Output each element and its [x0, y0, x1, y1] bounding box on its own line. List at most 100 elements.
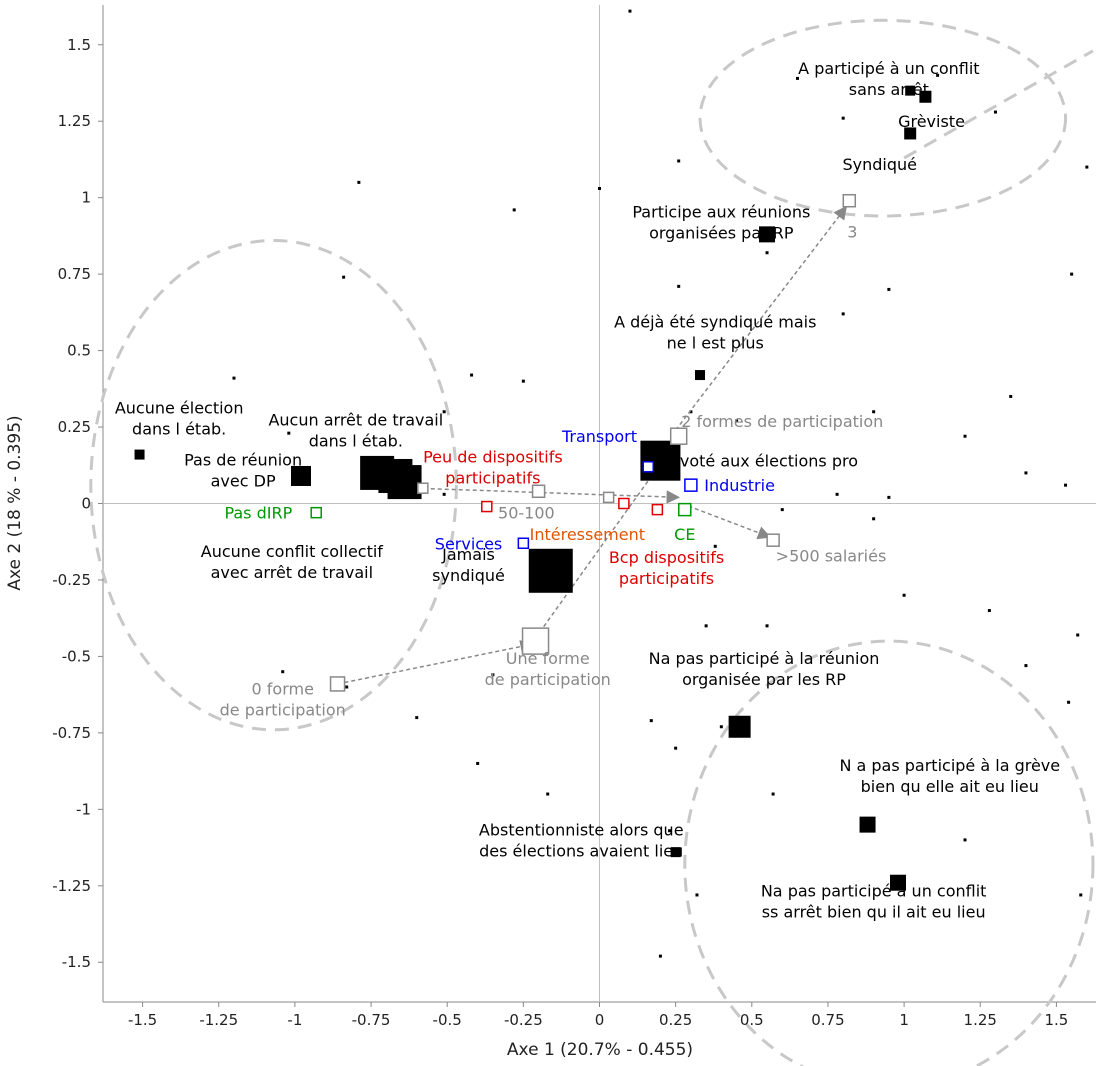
point-label: 3	[847, 222, 857, 241]
minor-point	[658, 954, 662, 958]
point-label: >500 salariés	[776, 546, 887, 565]
minor-point	[1064, 483, 1068, 487]
point-label: Peu de dispositifs participatifs	[423, 447, 563, 487]
y-tick-label: 1	[81, 189, 91, 207]
cluster-circle	[683, 639, 1095, 1066]
minor-point	[872, 517, 876, 521]
minor-point	[357, 180, 361, 184]
point-label: Pas dIRP	[224, 503, 292, 522]
point-marker	[766, 533, 780, 547]
minor-point	[628, 9, 632, 13]
point-marker	[481, 500, 493, 513]
minor-point	[735, 419, 739, 423]
point-marker	[531, 484, 546, 499]
minor-point	[476, 761, 480, 765]
minor-point	[987, 609, 991, 613]
y-tick-label: -1.25	[52, 877, 91, 895]
point-marker	[890, 874, 907, 891]
point-label: A voté aux élections pro	[664, 451, 858, 470]
x-tick-label: -0.5	[433, 1011, 462, 1029]
cluster-circle	[698, 18, 1068, 218]
minor-point	[649, 719, 653, 723]
y-axis-label: Axe 2 (18 % - 0.395)	[5, 415, 25, 590]
minor-point	[795, 76, 799, 80]
y-tick-label: 1.5	[67, 36, 91, 54]
minor-points	[232, 9, 1089, 958]
minor-point	[902, 593, 906, 597]
point-label: Pas de réunion avec DP	[184, 450, 302, 490]
point-marker	[310, 506, 322, 519]
point-marker	[670, 847, 681, 858]
minor-point	[765, 251, 769, 255]
point-label: Grèviste	[898, 112, 965, 131]
cluster-circles	[89, 18, 1095, 1066]
minor-point	[719, 725, 723, 729]
point-marker	[290, 465, 311, 486]
x-tick-label: -1	[287, 1011, 302, 1029]
x-tick-label: -1.5	[128, 1011, 157, 1029]
y-tick-label: 0	[81, 495, 91, 513]
minor-point	[780, 508, 784, 512]
point-marker	[651, 503, 664, 516]
point-marker	[640, 440, 681, 481]
minor-point	[713, 544, 717, 548]
point-marker	[360, 455, 395, 490]
minor-point	[887, 287, 891, 291]
minor-point	[1024, 471, 1028, 475]
point-marker	[919, 90, 932, 103]
y-tick-label: -1	[76, 800, 91, 818]
point-marker	[521, 627, 550, 655]
point-label: Syndiqué	[842, 155, 917, 174]
minor-point	[521, 379, 525, 383]
minor-point	[841, 312, 845, 316]
y-tick-label: 0.75	[58, 265, 91, 283]
dashed-guide-line	[903, 49, 1094, 160]
y-tick-label: 0.5	[67, 342, 91, 360]
point-label: Bcp dispositifs participatifs	[609, 548, 724, 588]
x-tick-label: -1.25	[199, 1011, 238, 1029]
point-marker	[669, 427, 688, 445]
minor-point	[936, 73, 940, 77]
minor-point	[704, 624, 708, 628]
point-label: Na pas participé à la réunion organisée p…	[649, 649, 880, 689]
point-marker	[329, 676, 346, 692]
minor-point	[1009, 394, 1013, 398]
point-marker	[728, 715, 751, 738]
minor-point	[677, 159, 681, 163]
x-tick-label: 1.5	[1044, 1011, 1068, 1029]
y-tick-label: -0.5	[62, 647, 91, 665]
point-marker	[517, 537, 530, 550]
point-marker	[602, 491, 615, 504]
minor-point	[993, 110, 997, 114]
modality-points	[134, 85, 932, 891]
minor-point	[841, 116, 845, 120]
y-tick-label: 0.25	[58, 418, 91, 436]
minor-point	[771, 792, 775, 796]
trajectory-arrow	[337, 639, 534, 685]
point-label: Aucune conflit collectif avec arrêt de tr…	[201, 542, 384, 582]
point-marker	[759, 226, 776, 243]
x-tick-label: 0.75	[811, 1011, 844, 1029]
axis-ticks: -1.5 -1.25 -1 -0.75 -0.5 -0.25 0 0.25 0.5 0.75 1 1.…	[52, 36, 1068, 1029]
minor-point	[345, 685, 349, 689]
minor-point	[963, 838, 967, 842]
x-tick-label: 0.5	[740, 1011, 764, 1029]
trajectory-arrow	[675, 205, 848, 431]
point-marker	[642, 461, 654, 473]
y-tick-label: -1.5	[62, 953, 91, 971]
minor-point	[598, 186, 601, 190]
minor-point	[232, 376, 236, 380]
minor-point	[442, 492, 446, 496]
point-label: Transport	[561, 427, 637, 446]
minor-point	[872, 410, 876, 414]
x-tick-label: -0.75	[352, 1011, 391, 1029]
minor-point	[887, 495, 891, 499]
point-label: Jamais syndiqué	[432, 545, 505, 585]
x-tick-label: 1.25	[964, 1011, 997, 1029]
point-marker	[905, 85, 916, 96]
minor-point	[287, 431, 291, 435]
point-marker	[417, 482, 429, 494]
x-tick-label: -0.25	[504, 1011, 543, 1029]
point-label: Aucune élection dans l étab.	[115, 398, 244, 438]
